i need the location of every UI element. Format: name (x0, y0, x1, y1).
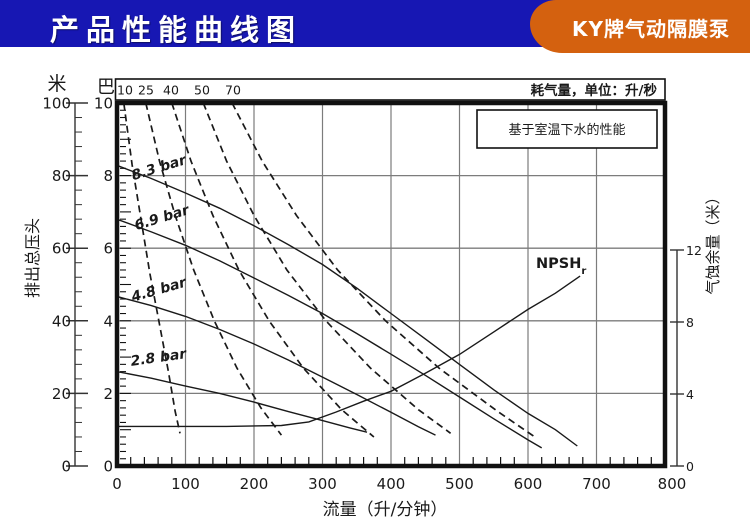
meters-unit-label: 米 (47, 73, 66, 95)
npsh-tick-label: 0 (686, 459, 694, 474)
axis-ticks (66, 102, 684, 467)
air-tick-label: 70 (225, 83, 241, 98)
meters-tick-label: 100 (42, 95, 71, 113)
meters-tick-label: 20 (52, 385, 71, 403)
flow-tick-label: 500 (445, 475, 474, 493)
npsh-axis-title: 气蚀余量（米） (704, 189, 722, 294)
discharge-head-axis-title: 排出总压头 (23, 218, 42, 298)
npsh-curve-npshr (118, 275, 581, 428)
flow-tick-label: 800 (658, 475, 687, 493)
bar-tick-label: 4 (103, 312, 113, 330)
npsh-tick-label: 4 (686, 387, 694, 402)
curve-label-6.9-bar: 6.9 bar (133, 202, 192, 234)
air-consumption-40 (170, 102, 375, 438)
flow-tick-label: 0 (112, 475, 122, 493)
page-title: 产品性能曲线图 (50, 13, 303, 47)
bar-tick-label: 10 (94, 95, 113, 113)
meters-tick-label: 0 (61, 458, 71, 476)
flow-tick-label: 700 (582, 475, 611, 493)
curves (118, 102, 581, 449)
bar-tick-label: 0 (103, 458, 113, 476)
air-tick-label: 10 (117, 83, 133, 98)
meters-tick-label: 60 (52, 240, 71, 258)
flow-tick-label: 600 (514, 475, 543, 493)
gridlines (117, 103, 665, 466)
air-consumption-10 (122, 102, 181, 434)
bar-tick-label: 6 (103, 240, 113, 258)
flow-tick-label: 400 (377, 475, 406, 493)
air-consumption-25 (144, 102, 283, 436)
curve-label-8.3-bar: 8.3 bar (130, 152, 189, 184)
bar-tick-label: 8 (103, 167, 113, 185)
air-consumption-50 (202, 102, 452, 434)
air-tick-label: 40 (163, 83, 179, 98)
curve-labels: 8.3 bar 6.9 bar 4.8 bar 2.8 bar (129, 152, 192, 370)
performance-note-box (476, 109, 658, 149)
flow-tick-label: 300 (308, 475, 337, 493)
air-consumption-70 (231, 102, 536, 438)
bar-tick-label: 2 (103, 385, 113, 403)
air-tick-label: 50 (194, 83, 210, 98)
brand-badge: KY牌气动隔膜泵 (530, 0, 750, 53)
brand-badge-label: KY牌气动隔膜泵 (572, 17, 730, 41)
pump-curve-4.8-bar (118, 296, 436, 436)
meters-tick-label: 80 (52, 167, 71, 185)
curve-label-4.8-bar: 4.8 bar (129, 274, 189, 305)
meters-tick-label: 40 (52, 312, 71, 330)
flow-axis-title: 流量（升/分钟） (323, 500, 448, 520)
npsh-curve-label: NPSHr (536, 256, 586, 277)
npsh-tick-label: 8 (686, 315, 694, 330)
pump-curve-2.8-bar (118, 371, 368, 433)
performance-note: 基于室温下水的性能 (508, 122, 625, 138)
air-tick-label: 25 (138, 83, 154, 98)
plot-border (114, 100, 668, 469)
pump-curve-8.3-bar (118, 165, 578, 447)
air-consumption-axis-title: 耗气量，单位：升/秒 (531, 82, 658, 99)
pump-curve-6.9-bar (118, 218, 543, 449)
curve-label-2.8-bar: 2.8 bar (130, 346, 189, 370)
flow-tick-label: 100 (171, 475, 200, 493)
npsh-tick-label: 12 (686, 243, 702, 258)
flow-tick-label: 200 (240, 475, 269, 493)
bar-unit-label: 巴 (97, 77, 115, 98)
air-consumption-strip (114, 78, 666, 101)
